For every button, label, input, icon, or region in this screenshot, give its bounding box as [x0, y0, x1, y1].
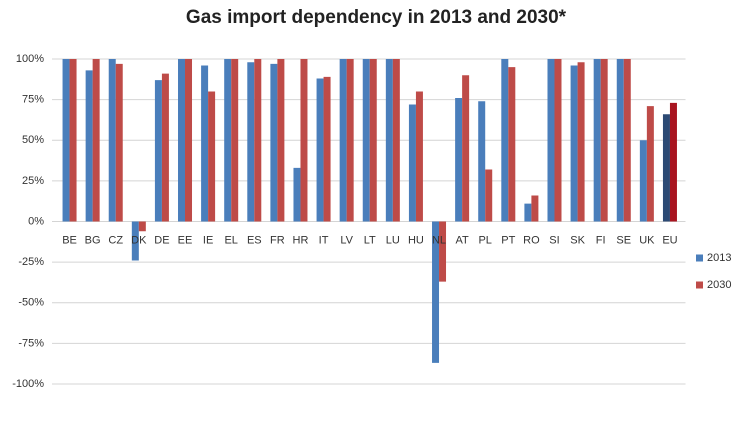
x-tick-label: EE — [178, 234, 193, 246]
bar — [570, 65, 578, 222]
x-tick-label: LU — [386, 234, 400, 246]
bar — [224, 59, 232, 222]
y-tick-label: 100% — [16, 53, 44, 65]
bar — [185, 59, 193, 222]
bar — [362, 59, 370, 222]
y-tick-label: 25% — [22, 175, 44, 187]
x-tick-label: FR — [270, 234, 285, 246]
bar — [138, 221, 146, 232]
bar — [300, 59, 308, 222]
x-tick-label: IE — [203, 234, 213, 246]
x-tick-label: RO — [523, 234, 540, 246]
bar — [554, 59, 562, 222]
x-tick-label: LT — [364, 234, 376, 246]
bar — [115, 63, 123, 222]
bar — [639, 140, 647, 222]
x-tick-label: HR — [293, 234, 309, 246]
bar — [62, 59, 70, 222]
bar — [439, 221, 447, 282]
y-tick-label: -25% — [18, 256, 44, 268]
bar — [408, 104, 416, 222]
bar — [92, 59, 100, 222]
bar — [369, 59, 377, 222]
bar — [432, 221, 440, 363]
bar — [277, 59, 285, 222]
bar — [201, 65, 209, 222]
bar — [478, 101, 486, 222]
legend-label: 2030 — [707, 279, 731, 291]
x-tick-label: DK — [131, 234, 147, 246]
x-tick-label: SI — [549, 234, 559, 246]
bar — [662, 114, 670, 222]
bar — [161, 73, 169, 222]
legend-label: 2013 — [707, 252, 731, 264]
bar — [577, 62, 585, 222]
y-tick-label: 75% — [22, 94, 44, 106]
x-tick-label: EU — [662, 234, 677, 246]
bar — [462, 75, 470, 222]
bar — [501, 59, 509, 222]
bar — [623, 59, 631, 222]
x-tick-label: BE — [62, 234, 77, 246]
bar — [508, 67, 516, 222]
x-tick-label: UK — [639, 234, 655, 246]
bar — [455, 98, 463, 222]
y-tick-label: -75% — [18, 337, 44, 349]
x-tick-label: HU — [408, 234, 424, 246]
y-tick-label: 0% — [28, 215, 44, 227]
bar — [346, 59, 354, 222]
bar — [392, 59, 400, 222]
bar — [415, 91, 423, 222]
legend-swatch — [696, 281, 703, 289]
x-tick-label: AT — [455, 234, 469, 246]
x-tick-label: PT — [501, 234, 515, 246]
x-tick-label: EL — [224, 234, 237, 246]
bar — [316, 78, 324, 222]
bar — [593, 59, 601, 222]
bar — [485, 169, 493, 222]
bar — [131, 221, 139, 261]
bar — [616, 59, 624, 222]
x-tick-label: ES — [247, 234, 262, 246]
bar — [385, 59, 393, 222]
bar — [178, 59, 186, 222]
y-tick-label: -50% — [18, 297, 44, 309]
x-tick-label: IT — [319, 234, 329, 246]
bar — [254, 59, 262, 222]
bar — [339, 59, 347, 222]
bar — [154, 80, 162, 222]
x-tick-label: SK — [570, 234, 585, 246]
bar — [524, 203, 532, 222]
x-tick-label: NL — [432, 234, 446, 246]
bar — [108, 59, 116, 222]
bar — [600, 59, 608, 222]
x-tick-label: LV — [340, 234, 353, 246]
x-tick-label: PL — [478, 234, 491, 246]
bar — [69, 59, 77, 222]
x-tick-label: BG — [85, 234, 101, 246]
bar — [208, 91, 216, 222]
chart-title: Gas import dependency in 2013 and 2030* — [186, 7, 567, 28]
bar — [247, 62, 255, 222]
bar — [531, 195, 539, 222]
bar — [231, 59, 239, 222]
bar — [646, 106, 654, 222]
bar — [293, 167, 301, 222]
y-tick-label: 50% — [22, 134, 44, 146]
x-tick-label: SE — [616, 234, 631, 246]
x-tick-label: DE — [154, 234, 169, 246]
bar — [270, 63, 278, 222]
y-tick-label: -100% — [12, 378, 44, 390]
bar — [85, 70, 93, 222]
bar — [669, 102, 677, 222]
x-tick-label: CZ — [108, 234, 123, 246]
legend-swatch — [696, 254, 703, 262]
bar — [547, 59, 555, 222]
bar — [323, 76, 331, 222]
x-tick-label: FI — [596, 234, 606, 246]
